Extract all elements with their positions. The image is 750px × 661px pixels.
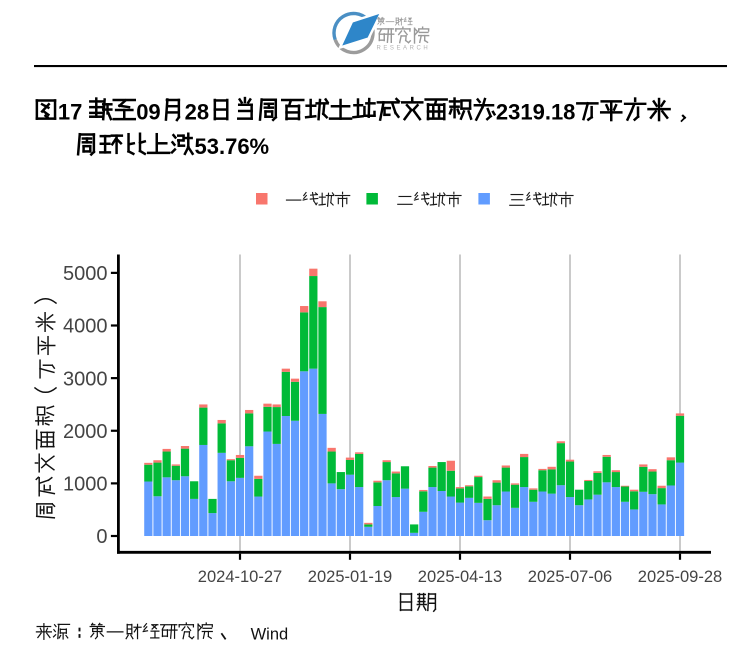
svg-text:2025-07-06: 2025-07-06 [528,568,612,586]
svg-text:2000: 2000 [63,421,108,443]
svg-text:2319.18: 2319.18 [496,99,576,124]
svg-text:53.76%: 53.76% [195,134,270,159]
svg-text:3000: 3000 [63,368,108,390]
svg-text:2025-09-28: 2025-09-28 [638,568,722,586]
svg-text:2024-10-27: 2024-10-27 [198,568,282,586]
svg-text:RESEARCH: RESEARCH [377,45,431,51]
svg-text:09: 09 [136,99,160,124]
svg-text:28: 28 [185,99,209,124]
svg-text:2025-04-13: 2025-04-13 [418,568,502,586]
svg-text:4000: 4000 [63,316,108,338]
svg-text:Wind: Wind [251,625,289,643]
svg-text:0: 0 [96,526,107,548]
svg-text:17: 17 [58,99,82,124]
svg-text:2025-01-19: 2025-01-19 [308,568,392,586]
svg-text:1000: 1000 [63,474,108,496]
svg-text:5000: 5000 [63,263,108,285]
